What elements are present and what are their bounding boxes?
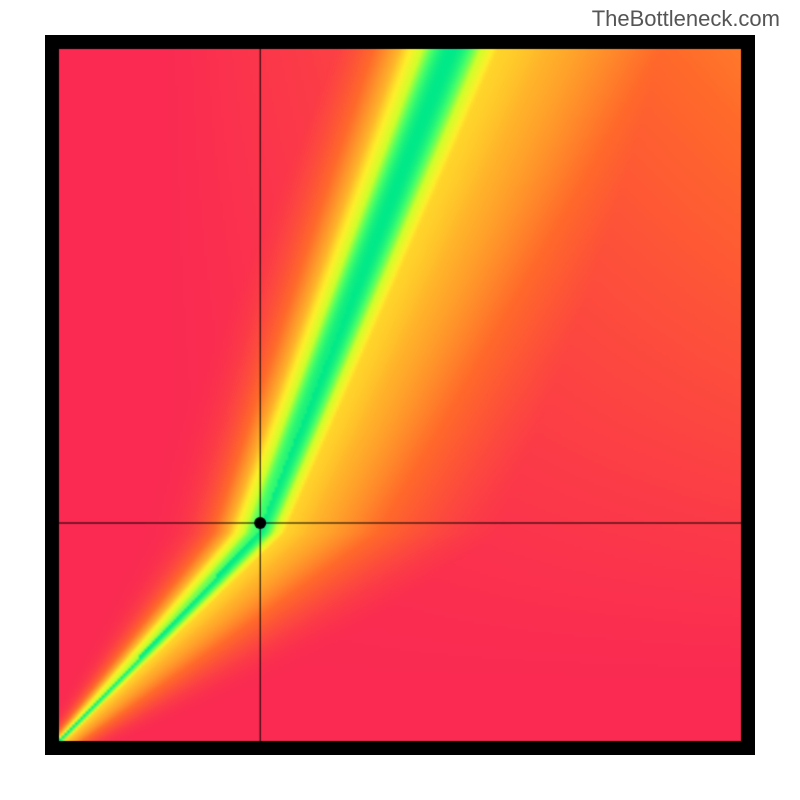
heatmap-plot bbox=[45, 35, 755, 755]
heatmap-canvas bbox=[45, 35, 755, 755]
heatmap-canvas-wrap bbox=[45, 35, 755, 755]
watermark: TheBottleneck.com bbox=[592, 6, 780, 32]
